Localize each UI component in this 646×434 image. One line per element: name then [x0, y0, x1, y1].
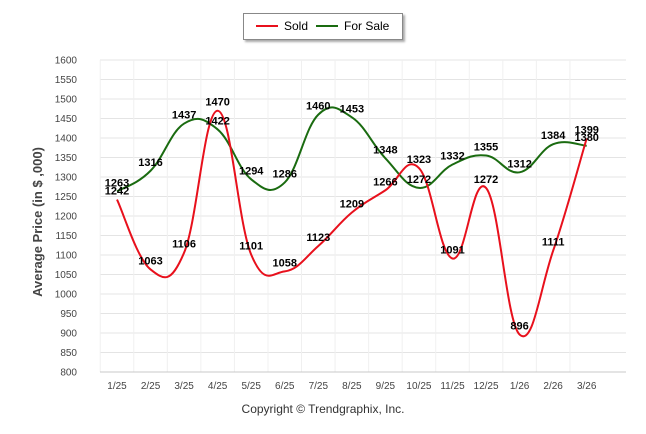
legend-label-sold: Sold: [284, 19, 309, 33]
x-tick-label: 1/26: [510, 381, 530, 392]
data-label-for-sale: 1272: [407, 174, 431, 186]
data-label-for-sale: 1294: [239, 165, 264, 177]
data-label-for-sale: 1422: [205, 115, 229, 127]
data-label-for-sale: 1312: [507, 158, 531, 170]
y-tick-label: 1200: [55, 212, 78, 223]
y-tick-label: 850: [60, 348, 77, 359]
data-label-sold: 1242: [105, 186, 129, 198]
y-tick-label: 1450: [55, 114, 78, 125]
data-label-sold: 1091: [440, 245, 464, 257]
data-label-sold: 1111: [542, 237, 565, 249]
x-tick-label: 6/25: [275, 381, 295, 392]
x-tick-label: 4/25: [208, 381, 228, 392]
data-label-sold: 1106: [172, 239, 196, 251]
legend-label-for-sale: For Sale: [344, 19, 390, 33]
y-tick-label: 1250: [55, 192, 78, 203]
x-tick-label: 10/25: [406, 381, 431, 392]
data-label-sold: 1399: [574, 124, 598, 136]
x-tick-label: 7/25: [309, 381, 329, 392]
data-label-for-sale: 1316: [138, 157, 162, 169]
x-tick-label: 5/25: [241, 381, 261, 392]
y-tick-label: 950: [60, 309, 77, 320]
x-tick-label: 9/25: [376, 381, 396, 392]
data-label-for-sale: 1384: [541, 130, 566, 142]
legend-swatch-for-sale: [316, 25, 338, 27]
x-tick-label: 12/25: [474, 381, 499, 392]
data-labels: 1242 1063 1106 1470 1101 1058 1123 1209 1266 1323…: [105, 97, 599, 333]
series-line-for-sale: [116, 106, 587, 193]
series-lines: [116, 106, 588, 338]
x-tick-label: 3/26: [577, 381, 597, 392]
x-tick-label: 11/25: [440, 381, 465, 392]
x-tick-label: 1/25: [107, 381, 127, 392]
data-label-for-sale: 1380: [574, 132, 598, 144]
y-tick-label: 900: [60, 329, 77, 340]
y-tick-label: 1100: [55, 251, 77, 262]
data-label-for-sale: 1453: [340, 103, 364, 115]
x-tick-label: 8/25: [342, 381, 362, 392]
series-line-sold: [116, 109, 588, 338]
x-tick-label: 2/25: [141, 381, 161, 392]
y-axis-ticks: 800 850 900 950 1000 1050 1100 1150 1200 1250 1300…: [55, 56, 78, 379]
data-label-sold: 1063: [138, 255, 162, 267]
y-tick-label: 1600: [55, 56, 78, 67]
y-tick-label: 1150: [55, 231, 77, 242]
legend-item-for-sale[interactable]: For Sale: [316, 19, 389, 33]
data-label-sold: 1323: [407, 154, 431, 166]
y-tick-label: 1550: [55, 75, 78, 86]
x-tick-label: 3/25: [174, 381, 194, 392]
x-tick-label: 2/26: [543, 381, 563, 392]
data-label-sold: 1266: [373, 176, 397, 188]
data-label-for-sale: 1355: [474, 142, 498, 154]
copyright-footer: Copyright © Trendgraphix, Inc.: [241, 402, 405, 416]
y-tick-label: 1400: [55, 134, 78, 145]
data-label-for-sale: 1460: [306, 101, 330, 113]
y-tick-label: 1050: [55, 270, 78, 281]
data-label-sold: 1101: [239, 241, 263, 253]
data-label-sold: 1058: [273, 257, 297, 269]
y-axis-label: Average Price (in $ ,000): [30, 147, 45, 297]
y-tick-label: 1000: [55, 290, 78, 301]
data-label-for-sale: 1332: [440, 151, 464, 163]
legend-swatch-sold: [256, 25, 278, 27]
y-tick-label: 1300: [55, 173, 78, 184]
y-tick-label: 1500: [55, 95, 78, 106]
grid-lines: [99, 59, 626, 373]
legend: Sold For Sale: [243, 13, 403, 40]
data-label-sold: 1470: [205, 97, 229, 109]
data-label-for-sale: 1286: [273, 168, 297, 180]
data-label-sold: 896: [510, 321, 528, 333]
x-axis-ticks: 1/25 2/25 3/25 4/25 5/25 6/25 7/25 8/25 9/25 10/2…: [107, 381, 597, 392]
legend-item-sold[interactable]: Sold: [256, 19, 308, 33]
data-label-for-sale: 1437: [172, 110, 196, 122]
y-tick-label: 800: [60, 368, 77, 379]
data-label-sold: 1272: [474, 174, 498, 186]
data-label-for-sale: 1348: [373, 144, 397, 156]
data-label-sold: 1209: [340, 198, 364, 210]
data-label-for-sale: 1263: [105, 177, 129, 189]
data-label-sold: 1123: [306, 232, 330, 244]
y-tick-label: 1350: [55, 153, 78, 164]
